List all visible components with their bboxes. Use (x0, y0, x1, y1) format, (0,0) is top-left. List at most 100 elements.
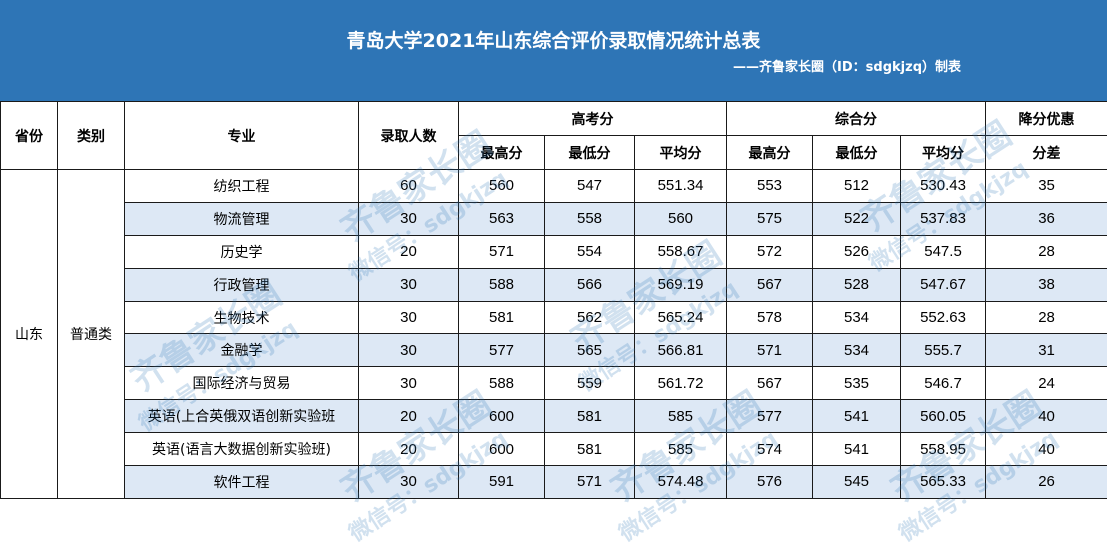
cell-gaokao-min: 554 (545, 235, 635, 268)
cell-composite-avg: 552.63 (901, 301, 986, 334)
admission-table: 省份 类别 专业 录取人数 高考分 综合分 降分优惠 最高分 最低分 平均分 最… (0, 101, 1107, 499)
title-banner: 青岛大学2021年山东综合评价录取情况统计总表 ——齐鲁家长圈（ID：sdgkj… (0, 0, 1107, 102)
cell-gaokao-min: 547 (545, 170, 635, 203)
cell-province: 山东 (1, 170, 58, 499)
cell-gaokao-min: 581 (545, 400, 635, 433)
cell-composite-avg: 558.95 (901, 433, 986, 466)
cell-gaokao-max: 563 (459, 202, 545, 235)
cell-gaokao-avg: 585 (635, 433, 727, 466)
cell-composite-min: 541 (813, 433, 901, 466)
cell-composite-max: 572 (727, 235, 813, 268)
header-province: 省份 (1, 102, 58, 170)
cell-composite-max: 567 (727, 367, 813, 400)
header-gaokao-avg: 平均分 (635, 136, 727, 170)
cell-admitted: 30 (359, 367, 459, 400)
cell-composite-avg: 560.05 (901, 400, 986, 433)
cell-diff: 36 (986, 202, 1107, 235)
cell-composite-max: 574 (727, 433, 813, 466)
header-major: 专业 (125, 102, 359, 170)
cell-major: 软件工程 (125, 466, 359, 499)
cell-gaokao-max: 581 (459, 301, 545, 334)
cell-gaokao-max: 571 (459, 235, 545, 268)
cell-composite-max: 576 (727, 466, 813, 499)
cell-admitted: 30 (359, 301, 459, 334)
header-composite-max: 最高分 (727, 136, 813, 170)
cell-gaokao-avg: 561.72 (635, 367, 727, 400)
page-title: 青岛大学2021年山东综合评价录取情况统计总表 (0, 26, 1107, 53)
header-admitted: 录取人数 (359, 102, 459, 170)
cell-admitted: 60 (359, 170, 459, 203)
cell-gaokao-avg: 551.34 (635, 170, 727, 203)
header-composite: 综合分 (727, 102, 986, 136)
cell-admitted: 20 (359, 400, 459, 433)
cell-diff: 38 (986, 268, 1107, 301)
cell-gaokao-min: 559 (545, 367, 635, 400)
header-gaokao-max: 最高分 (459, 136, 545, 170)
cell-composite-min: 534 (813, 301, 901, 334)
cell-gaokao-avg: 558.67 (635, 235, 727, 268)
cell-gaokao-min: 562 (545, 301, 635, 334)
cell-gaokao-avg: 569.19 (635, 268, 727, 301)
cell-composite-min: 541 (813, 400, 901, 433)
cell-gaokao-max: 588 (459, 268, 545, 301)
cell-gaokao-min: 565 (545, 334, 635, 367)
cell-major: 英语(上合英俄双语创新实验班 (125, 400, 359, 433)
cell-gaokao-avg: 565.24 (635, 301, 727, 334)
cell-major: 生物技术 (125, 301, 359, 334)
cell-diff: 35 (986, 170, 1107, 203)
cell-composite-avg: 546.7 (901, 367, 986, 400)
cell-diff: 26 (986, 466, 1107, 499)
cell-composite-max: 553 (727, 170, 813, 203)
cell-major: 国际经济与贸易 (125, 367, 359, 400)
cell-gaokao-avg: 560 (635, 202, 727, 235)
cell-composite-min: 528 (813, 268, 901, 301)
cell-admitted: 30 (359, 466, 459, 499)
cell-composite-avg: 530.43 (901, 170, 986, 203)
cell-admitted: 20 (359, 235, 459, 268)
cell-composite-min: 534 (813, 334, 901, 367)
cell-gaokao-avg: 585 (635, 400, 727, 433)
cell-gaokao-avg: 574.48 (635, 466, 727, 499)
header-bonus: 降分优惠 (986, 102, 1107, 136)
cell-composite-avg: 565.33 (901, 466, 986, 499)
cell-gaokao-min: 581 (545, 433, 635, 466)
cell-diff: 40 (986, 433, 1107, 466)
header-gaokao: 高考分 (459, 102, 727, 136)
cell-diff: 28 (986, 301, 1107, 334)
cell-major: 金融学 (125, 334, 359, 367)
cell-diff: 40 (986, 400, 1107, 433)
cell-gaokao-min: 566 (545, 268, 635, 301)
cell-major: 纺织工程 (125, 170, 359, 203)
cell-composite-avg: 547.5 (901, 235, 986, 268)
cell-gaokao-max: 600 (459, 433, 545, 466)
cell-composite-min: 545 (813, 466, 901, 499)
header-category: 类别 (58, 102, 125, 170)
cell-admitted: 30 (359, 202, 459, 235)
cell-composite-min: 535 (813, 367, 901, 400)
cell-composite-min: 526 (813, 235, 901, 268)
cell-gaokao-max: 591 (459, 466, 545, 499)
cell-major: 物流管理 (125, 202, 359, 235)
cell-gaokao-max: 577 (459, 334, 545, 367)
cell-composite-max: 577 (727, 400, 813, 433)
cell-gaokao-min: 558 (545, 202, 635, 235)
cell-gaokao-max: 600 (459, 400, 545, 433)
cell-composite-min: 512 (813, 170, 901, 203)
cell-admitted: 30 (359, 268, 459, 301)
cell-gaokao-max: 588 (459, 367, 545, 400)
cell-composite-max: 575 (727, 202, 813, 235)
cell-major: 历史学 (125, 235, 359, 268)
cell-composite-max: 567 (727, 268, 813, 301)
cell-major: 行政管理 (125, 268, 359, 301)
cell-category: 普通类 (58, 170, 125, 499)
page-subtitle: ——齐鲁家长圈（ID：sdgkjzq）制表 (733, 56, 961, 75)
cell-admitted: 20 (359, 433, 459, 466)
